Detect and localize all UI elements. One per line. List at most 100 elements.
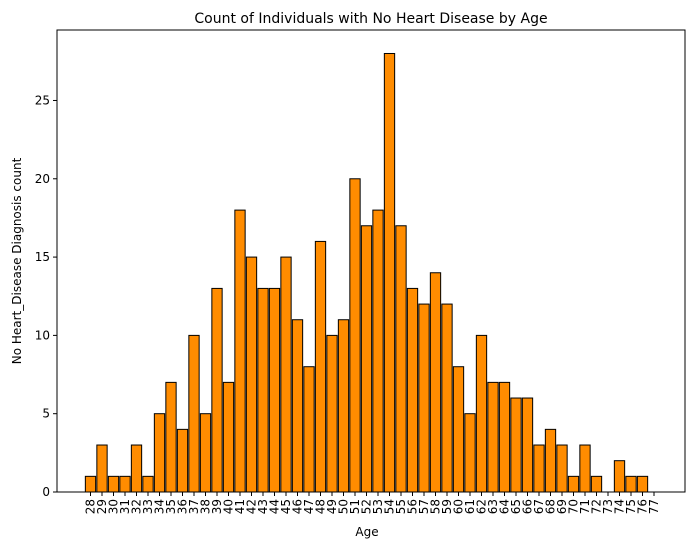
x-tick-label: 32 bbox=[130, 499, 144, 514]
x-axis-label: Age bbox=[355, 525, 378, 539]
x-tick-label: 34 bbox=[153, 499, 167, 514]
bar-43 bbox=[257, 287, 269, 493]
x-tick-label: 58 bbox=[429, 499, 443, 514]
bar-36 bbox=[176, 428, 189, 493]
bar-54 bbox=[383, 52, 396, 493]
x-tick-label: 76 bbox=[636, 499, 650, 514]
bar-71 bbox=[579, 444, 591, 493]
y-axis-ticks: 0 5 10 15 20 25 bbox=[35, 93, 57, 499]
bar-37 bbox=[188, 334, 200, 493]
x-tick-label: 63 bbox=[486, 499, 500, 514]
x-tick-label: 62 bbox=[475, 499, 489, 514]
chart-title: Count of Individuals with No Heart Disea… bbox=[194, 11, 547, 27]
x-tick-label: 54 bbox=[383, 499, 397, 514]
bar-56 bbox=[406, 287, 419, 493]
plot-frame bbox=[56, 29, 686, 493]
y-tick-label: 0 bbox=[42, 485, 50, 499]
y-tick-label: 10 bbox=[35, 328, 50, 342]
x-tick-label: 37 bbox=[187, 499, 201, 514]
bar-66 bbox=[521, 397, 534, 493]
bar-38 bbox=[199, 413, 212, 493]
x-tick-label: 40 bbox=[222, 499, 236, 514]
x-tick-label: 41 bbox=[233, 499, 247, 514]
x-tick-label: 67 bbox=[532, 499, 546, 514]
x-tick-label: 59 bbox=[440, 499, 454, 514]
x-tick-label: 36 bbox=[176, 499, 190, 514]
x-tick-label: 73 bbox=[601, 499, 615, 514]
bar-46 bbox=[291, 319, 304, 493]
y-tick-label: 20 bbox=[35, 172, 50, 186]
bar-35 bbox=[165, 381, 177, 493]
x-tick-label: 44 bbox=[268, 499, 282, 514]
bar-70 bbox=[567, 475, 580, 493]
x-tick-label: 43 bbox=[256, 499, 270, 514]
x-tick-label: 69 bbox=[555, 499, 569, 514]
x-tick-label: 60 bbox=[452, 499, 466, 514]
y-tick-label: 5 bbox=[42, 407, 50, 421]
bar-50 bbox=[337, 319, 350, 493]
x-tick-label: 39 bbox=[210, 499, 224, 514]
bar-30 bbox=[107, 475, 120, 493]
x-tick-label: 52 bbox=[360, 499, 374, 514]
bar-47 bbox=[303, 366, 315, 493]
bar-59 bbox=[441, 303, 453, 493]
bar-48 bbox=[314, 240, 327, 493]
bar-53 bbox=[372, 209, 384, 493]
x-tick-label: 49 bbox=[325, 499, 339, 514]
bar-62 bbox=[475, 334, 488, 493]
x-tick-label: 71 bbox=[578, 499, 592, 514]
bar-61 bbox=[464, 413, 476, 493]
bar-45 bbox=[280, 256, 292, 493]
bar-40 bbox=[222, 381, 235, 493]
bar-60 bbox=[452, 366, 465, 493]
x-tick-label: 61 bbox=[463, 499, 477, 514]
bar-64 bbox=[498, 381, 511, 493]
bar-74 bbox=[613, 460, 626, 493]
x-tick-label: 46 bbox=[291, 499, 305, 514]
bar-41 bbox=[234, 209, 246, 493]
bar-44 bbox=[268, 287, 281, 493]
y-tick-label: 15 bbox=[35, 250, 50, 264]
bar-51 bbox=[349, 178, 361, 493]
x-tick-label: 74 bbox=[613, 499, 627, 514]
x-tick-label: 53 bbox=[371, 499, 385, 514]
x-tick-label: 42 bbox=[245, 499, 259, 514]
bar-31 bbox=[119, 475, 131, 493]
bar-42 bbox=[245, 256, 258, 493]
x-tick-label: 35 bbox=[164, 499, 178, 514]
bar-52 bbox=[360, 225, 373, 493]
x-tick-label: 55 bbox=[394, 499, 408, 514]
x-tick-label: 33 bbox=[141, 499, 155, 514]
bar-34 bbox=[153, 413, 166, 493]
x-tick-label: 50 bbox=[337, 499, 351, 514]
x-tick-label: 75 bbox=[624, 499, 638, 514]
bar-58 bbox=[429, 272, 442, 493]
bar-63 bbox=[487, 381, 499, 493]
x-axis-ticks: 2829303132333435363738394041424344454647… bbox=[84, 492, 661, 514]
bar-28 bbox=[84, 475, 97, 493]
x-tick-label: 31 bbox=[118, 499, 132, 514]
x-tick-label: 51 bbox=[348, 499, 362, 514]
y-tick-label: 25 bbox=[35, 93, 50, 107]
bars-group bbox=[84, 52, 649, 493]
bar-32 bbox=[130, 444, 143, 493]
bar-68 bbox=[544, 428, 557, 493]
bar-67 bbox=[533, 444, 545, 493]
x-tick-label: 29 bbox=[95, 499, 109, 514]
bar-65 bbox=[510, 397, 522, 493]
bar-39 bbox=[211, 287, 223, 493]
bar-72 bbox=[590, 475, 603, 493]
bar-69 bbox=[556, 444, 568, 493]
x-tick-label: 65 bbox=[509, 499, 523, 514]
x-tick-label: 45 bbox=[279, 499, 293, 514]
bar-49 bbox=[326, 334, 338, 493]
bar-33 bbox=[142, 475, 154, 493]
y-axis-label: No Heart_Disease Diagnosis count bbox=[10, 157, 24, 364]
x-tick-label: 47 bbox=[302, 499, 316, 514]
x-tick-label: 30 bbox=[107, 499, 121, 514]
x-tick-label: 70 bbox=[567, 499, 581, 514]
bar-57 bbox=[418, 303, 430, 493]
bar-75 bbox=[625, 475, 637, 493]
x-tick-label: 77 bbox=[647, 499, 661, 514]
